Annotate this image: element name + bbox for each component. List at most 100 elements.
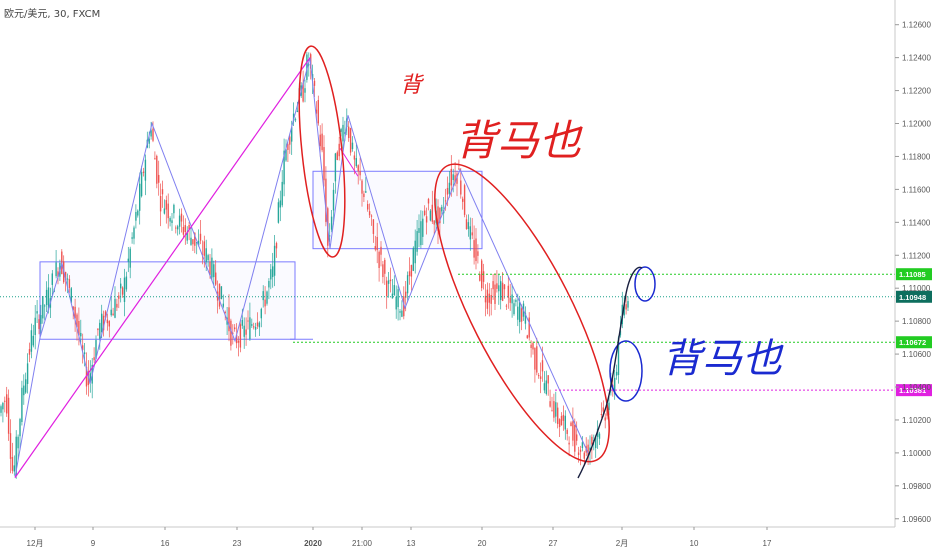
candle-body bbox=[338, 143, 340, 157]
candle-body bbox=[83, 352, 86, 355]
candle-body bbox=[469, 226, 471, 240]
candle-body bbox=[237, 340, 240, 343]
x-tick-label: 2020 bbox=[304, 539, 322, 548]
y-tick-label: 1.11200 bbox=[902, 251, 931, 260]
candle-body bbox=[173, 204, 175, 214]
candle-body bbox=[180, 213, 183, 222]
candle-body bbox=[291, 127, 293, 142]
candle-body bbox=[323, 147, 325, 181]
blue-circle bbox=[634, 266, 656, 302]
candle-body bbox=[454, 175, 456, 183]
candle-body bbox=[374, 246, 376, 250]
candle-body bbox=[406, 275, 409, 294]
candle-body bbox=[437, 206, 439, 231]
candle-body bbox=[205, 248, 207, 263]
candle-body bbox=[308, 64, 310, 66]
candle-body bbox=[95, 340, 97, 360]
candle-body bbox=[17, 436, 19, 449]
candle-body bbox=[38, 319, 40, 329]
candle-body bbox=[456, 173, 458, 184]
candle-body bbox=[317, 99, 319, 124]
candle-body bbox=[431, 204, 433, 222]
candle-body bbox=[384, 259, 386, 274]
candle-body bbox=[72, 306, 74, 311]
candle-body bbox=[82, 345, 84, 350]
candle-body bbox=[482, 271, 485, 282]
price-badge-label: 1.11085 bbox=[899, 270, 926, 279]
candle-body bbox=[452, 174, 454, 181]
candle-body bbox=[125, 276, 128, 290]
y-tick-label: 1.12400 bbox=[902, 54, 931, 63]
candle-body bbox=[530, 344, 532, 348]
candle-body bbox=[574, 424, 576, 452]
price-badge-label: 1.10672 bbox=[899, 338, 926, 347]
x-tick-label: 10 bbox=[690, 539, 699, 548]
candle-body bbox=[488, 293, 490, 303]
candle-body bbox=[207, 255, 209, 261]
candle-body bbox=[199, 233, 202, 241]
candle-body bbox=[112, 313, 114, 316]
candle-body bbox=[539, 376, 542, 379]
candle-body bbox=[547, 375, 549, 384]
price-levels: 1.11085 1.10948 1.10672 1.10381 bbox=[0, 268, 932, 397]
candle-body bbox=[365, 191, 367, 193]
y-tick-label: 1.11600 bbox=[902, 185, 931, 194]
candle-body bbox=[446, 187, 449, 195]
candle-body bbox=[7, 397, 10, 434]
candle-body bbox=[614, 377, 616, 395]
candle-body bbox=[266, 291, 268, 304]
candle-body bbox=[393, 285, 395, 295]
y-tick-label: 1.10200 bbox=[902, 416, 931, 425]
candle-body bbox=[235, 334, 238, 344]
handwriting-right: 背马也 bbox=[662, 336, 784, 382]
candle-body bbox=[192, 239, 194, 245]
candle-body bbox=[387, 280, 390, 284]
candle-body bbox=[99, 322, 101, 339]
candle-body bbox=[21, 387, 23, 422]
candle-body bbox=[380, 246, 382, 255]
candle-body bbox=[281, 181, 283, 206]
candle-body bbox=[577, 452, 580, 456]
candle-body bbox=[110, 309, 112, 316]
candle-body bbox=[608, 402, 610, 411]
candle-body bbox=[292, 113, 295, 121]
candle-body bbox=[492, 281, 494, 290]
candle-body bbox=[353, 155, 356, 160]
candle-body bbox=[101, 313, 103, 333]
candle-body bbox=[102, 315, 105, 331]
candle-body bbox=[13, 465, 15, 472]
candle-body bbox=[503, 284, 506, 290]
candle-body bbox=[463, 185, 466, 215]
candle-body bbox=[471, 232, 473, 236]
zigzag-line bbox=[14, 57, 589, 478]
candle-body bbox=[462, 198, 464, 202]
candle-body bbox=[311, 74, 314, 80]
y-tick-label: 1.12200 bbox=[902, 87, 931, 96]
candle-body bbox=[249, 317, 251, 340]
candle-body bbox=[283, 150, 285, 185]
candle-body bbox=[348, 126, 350, 139]
candle-body bbox=[215, 272, 217, 285]
candle-body bbox=[178, 215, 181, 227]
y-tick-label: 1.11800 bbox=[902, 152, 931, 161]
candle-body bbox=[532, 343, 534, 350]
candle-body bbox=[279, 200, 281, 208]
candle-body bbox=[395, 296, 397, 310]
candle-body bbox=[604, 417, 606, 421]
candle-body bbox=[370, 215, 373, 217]
candle-body bbox=[325, 178, 327, 222]
y-tick-label: 1.12600 bbox=[902, 21, 931, 30]
x-tick-label: 17 bbox=[763, 539, 772, 548]
candle-body bbox=[378, 251, 380, 268]
candle-body bbox=[351, 142, 354, 150]
candle-body bbox=[477, 251, 479, 256]
y-axis: 1.12600 1.12400 1.12200 1.12000 1.11800 1.116… bbox=[894, 0, 931, 527]
candle-body bbox=[253, 326, 255, 328]
candle-body bbox=[401, 310, 403, 317]
candle-body bbox=[321, 133, 323, 151]
candle-body bbox=[376, 237, 378, 251]
candle-body bbox=[211, 257, 213, 278]
candle-body bbox=[121, 287, 124, 295]
